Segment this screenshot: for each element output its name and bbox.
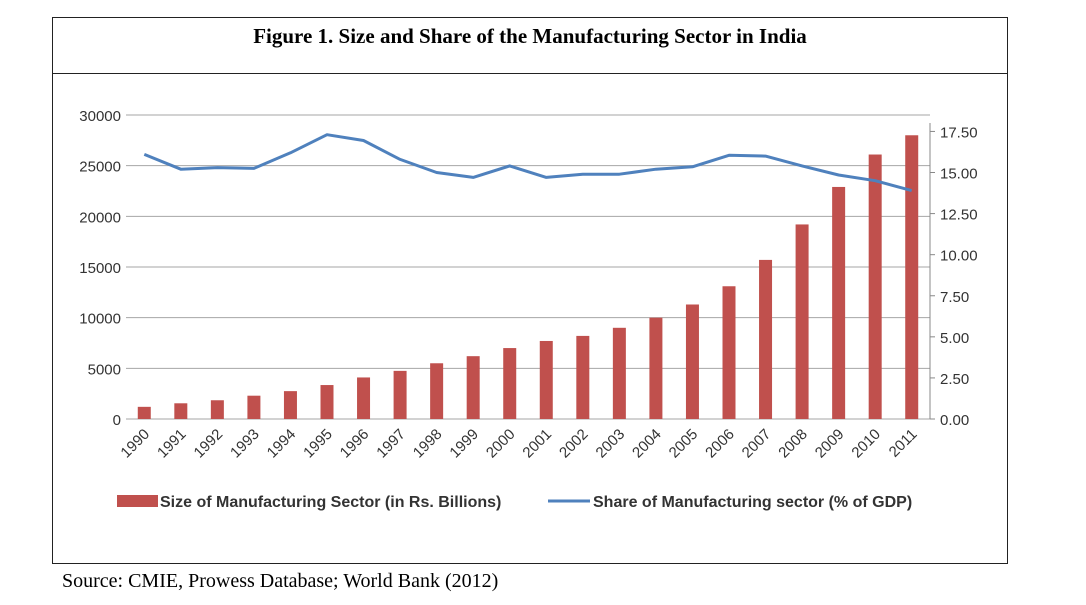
x-tick-label: 2009	[812, 426, 848, 462]
x-tick-label: 1999	[446, 426, 482, 462]
x-tick-label: 1990	[117, 426, 153, 462]
y-left-tick-label: 10000	[79, 311, 121, 328]
y-left-tick-label: 30000	[79, 108, 121, 125]
x-tick-label: 2011	[886, 426, 921, 461]
y-right-tick-label: 7.50	[940, 289, 969, 306]
x-tick-label: 1997	[373, 426, 409, 462]
x-tick-label: 2001	[519, 426, 555, 462]
x-tick-label: 1991	[154, 426, 190, 462]
bar	[393, 370, 407, 419]
y-right-tick-label: 15.00	[940, 166, 978, 183]
bar	[832, 186, 846, 419]
legend: Size of Manufacturing Sector (in Rs. Bil…	[117, 494, 912, 511]
x-tick-label: 1994	[264, 426, 300, 462]
x-tick-label: 1998	[410, 426, 446, 462]
x-tick-label: 2006	[702, 426, 738, 462]
y-right-tick-label: 12.50	[940, 207, 978, 224]
legend-label-line: Share of Manufacturing sector (% of GDP)	[593, 494, 912, 511]
figure-frame: Figure 1. Size and Share of the Manufact…	[52, 17, 1008, 564]
y-right-tick-label: 2.50	[940, 371, 969, 388]
bar	[905, 135, 919, 419]
x-tick-label: 2010	[848, 426, 884, 462]
y-left-tick-label: 5000	[88, 361, 121, 378]
y-left-tick-label: 25000	[79, 159, 121, 176]
bar	[466, 356, 480, 419]
y-left-tick-label: 0	[113, 412, 121, 429]
bar	[576, 335, 590, 419]
x-tick-label: 2005	[666, 426, 702, 462]
bar	[503, 348, 517, 419]
bar	[283, 391, 297, 419]
bar	[868, 154, 882, 419]
x-tick-label: 2002	[556, 426, 592, 462]
y-right-tick-label: 10.00	[940, 248, 978, 265]
bar	[357, 377, 371, 419]
x-tick-label: 1992	[191, 426, 227, 462]
bar	[137, 406, 151, 419]
source-note: Source: CMIE, Prowess Database; World Ba…	[62, 570, 499, 592]
bar	[247, 395, 261, 419]
y-right-tick-label: 17.50	[940, 124, 978, 141]
bar	[539, 340, 553, 419]
bar	[210, 400, 224, 419]
series-line	[143, 133, 913, 193]
title-box: Figure 1. Size and Share of the Manufact…	[53, 18, 1007, 74]
bar	[649, 317, 663, 419]
legend-label-bar: Size of Manufacturing Sector (in Rs. Bil…	[160, 494, 501, 511]
x-tick-label: 2008	[775, 426, 811, 462]
legend-swatch-bar	[117, 495, 158, 507]
y-right-tick-label: 0.00	[940, 412, 969, 429]
x-tick-label: 2007	[739, 426, 775, 462]
y-left-tick-label: 15000	[79, 260, 121, 277]
x-tick-label: 2000	[483, 426, 519, 462]
x-tick-label: 1993	[227, 426, 263, 462]
bar	[722, 286, 736, 419]
bar	[795, 224, 809, 419]
y-right-tick-label: 5.00	[940, 330, 969, 347]
x-tick-label: 1995	[300, 426, 336, 462]
x-tick-label: 2003	[593, 426, 629, 462]
bar	[174, 403, 188, 419]
y-left-tick-label: 20000	[79, 209, 121, 226]
x-tick-label: 2004	[629, 426, 665, 462]
bar	[612, 327, 626, 419]
bar	[320, 385, 334, 419]
bar	[759, 259, 773, 419]
bar	[430, 363, 444, 419]
figure-title: Figure 1. Size and Share of the Manufact…	[253, 24, 807, 48]
bar	[685, 304, 699, 419]
combo-chart: 0 5000 10000 15000 20000 25000 30000 0.00 2.50 5.…	[79, 108, 978, 511]
x-tick-label: 1996	[337, 426, 373, 462]
